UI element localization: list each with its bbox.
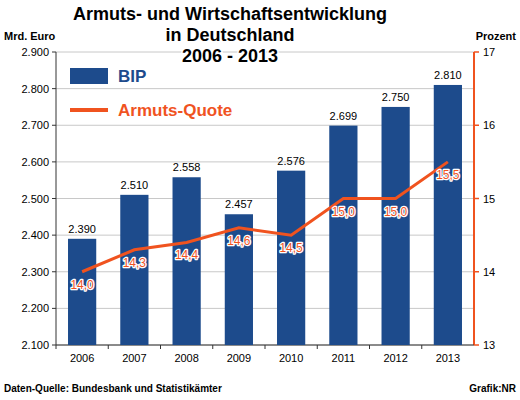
x-tick-label: 2010 — [279, 352, 303, 364]
line-label: 14,3 — [123, 256, 147, 270]
legend-swatch — [70, 68, 108, 84]
line-label: 15,5 — [436, 168, 460, 182]
bar — [68, 239, 96, 345]
x-tick — [317, 345, 318, 349]
bar — [225, 214, 253, 345]
credit: Grafik:NR — [469, 383, 516, 394]
legend: BIP Armuts-Quote — [70, 67, 232, 120]
bar-label: 2.558 — [173, 161, 201, 173]
y2-tick-label: 13 — [483, 339, 495, 351]
x-tick-label: 2008 — [174, 352, 198, 364]
legend-label: Armuts-Quote — [118, 101, 232, 120]
y-tick — [52, 88, 56, 89]
x-tick — [108, 345, 109, 349]
y-tick-label: 2.100 — [21, 339, 49, 351]
y-tick-label: 2.600 — [21, 156, 49, 168]
bar-label: 2.390 — [68, 223, 96, 235]
line-label: 15,0 — [332, 205, 356, 219]
bar-label: 2.750 — [382, 91, 410, 103]
bar-label: 2.699 — [330, 110, 358, 122]
grid — [52, 52, 474, 345]
chart: 2.100 2.200 2.300 2.400 2.500 2.600 2.700 2.800… — [0, 0, 520, 400]
y-tick-label: 2.200 — [21, 302, 49, 314]
title: Armuts- und Wirtschaftsentwicklungin Deu… — [73, 4, 387, 66]
x-tick — [369, 345, 370, 349]
x-tick-label: 2006 — [70, 352, 94, 364]
y-axis-label: Mrd. Euro — [4, 30, 56, 42]
y-tick-label: 2.400 — [21, 229, 49, 241]
x-tick — [56, 345, 57, 349]
y-tick — [52, 125, 56, 126]
y-tick — [52, 345, 56, 346]
grid-line — [56, 198, 474, 199]
y-tick — [52, 308, 56, 309]
y-tick — [52, 198, 56, 199]
grid-line — [56, 125, 474, 126]
line-label: 15,0 — [384, 205, 408, 219]
grid-line — [56, 88, 474, 89]
legend-label: BIP — [118, 67, 146, 86]
y-tick — [52, 235, 56, 236]
background — [0, 0, 520, 400]
bar-label: 2.576 — [277, 155, 305, 167]
y2-tick — [474, 271, 479, 273]
y-axis-line — [56, 52, 57, 345]
x-tick-label: 2013 — [436, 352, 460, 364]
x-tick-label: 2009 — [227, 352, 251, 364]
grid-line — [56, 271, 474, 272]
grid-line — [56, 308, 474, 309]
y2-tick — [474, 125, 479, 127]
y2-tick — [474, 344, 479, 346]
x-tick — [212, 345, 213, 349]
data-labels: 2.390 2.510 2.558 2.457 2.576 2.699 2.750 2.810… — [68, 69, 461, 292]
y-tick — [52, 52, 56, 53]
y-tick-label: 2.300 — [21, 266, 49, 278]
x-tick — [421, 345, 422, 349]
bar — [434, 85, 462, 345]
y-tick — [52, 271, 56, 272]
y2-tick — [474, 51, 479, 53]
line-label: 14,0 — [70, 278, 94, 292]
y2-tick-label: 17 — [483, 46, 495, 58]
line-label: 14,6 — [227, 234, 251, 248]
x-tick-label: 2007 — [122, 352, 146, 364]
marks — [68, 85, 462, 345]
bar — [329, 126, 357, 345]
legend-swatch — [70, 108, 108, 112]
y-tick-label: 2.900 — [21, 46, 49, 58]
y2-axis-label: Prozent — [476, 30, 517, 42]
title-line: 2006 - 2013 — [182, 46, 278, 66]
bar-label: 2.457 — [225, 198, 253, 210]
y-tick-label: 2.700 — [21, 119, 49, 131]
bar — [277, 171, 305, 345]
bar — [382, 107, 410, 345]
y2-tick-label: 15 — [483, 193, 495, 205]
bar — [120, 195, 148, 345]
title-line: Armuts- und Wirtschaftsentwicklung — [73, 4, 387, 24]
x-tick-label: 2012 — [383, 352, 407, 364]
bar-label: 2.510 — [121, 179, 149, 191]
line-label: 14,5 — [279, 241, 303, 255]
y-tick-label: 2.500 — [21, 193, 49, 205]
y2-tick-label: 14 — [483, 266, 495, 278]
y-tick — [52, 161, 56, 162]
line — [82, 162, 448, 272]
grid-line — [56, 161, 474, 162]
bar-label: 2.810 — [434, 69, 462, 81]
x-tick-label: 2011 — [332, 352, 356, 364]
y-tick-label: 2.800 — [21, 83, 49, 95]
title-line: in Deutschland — [165, 25, 294, 45]
y2-tick — [474, 198, 479, 200]
source: Daten-Quelle: Bundesbank und Statistikäm… — [4, 383, 222, 394]
y2-tick-label: 16 — [483, 119, 495, 131]
grid-line — [56, 235, 474, 236]
x-tick — [160, 345, 161, 349]
bar — [173, 177, 201, 345]
line-label: 14,4 — [175, 248, 199, 262]
x-tick — [265, 345, 266, 349]
